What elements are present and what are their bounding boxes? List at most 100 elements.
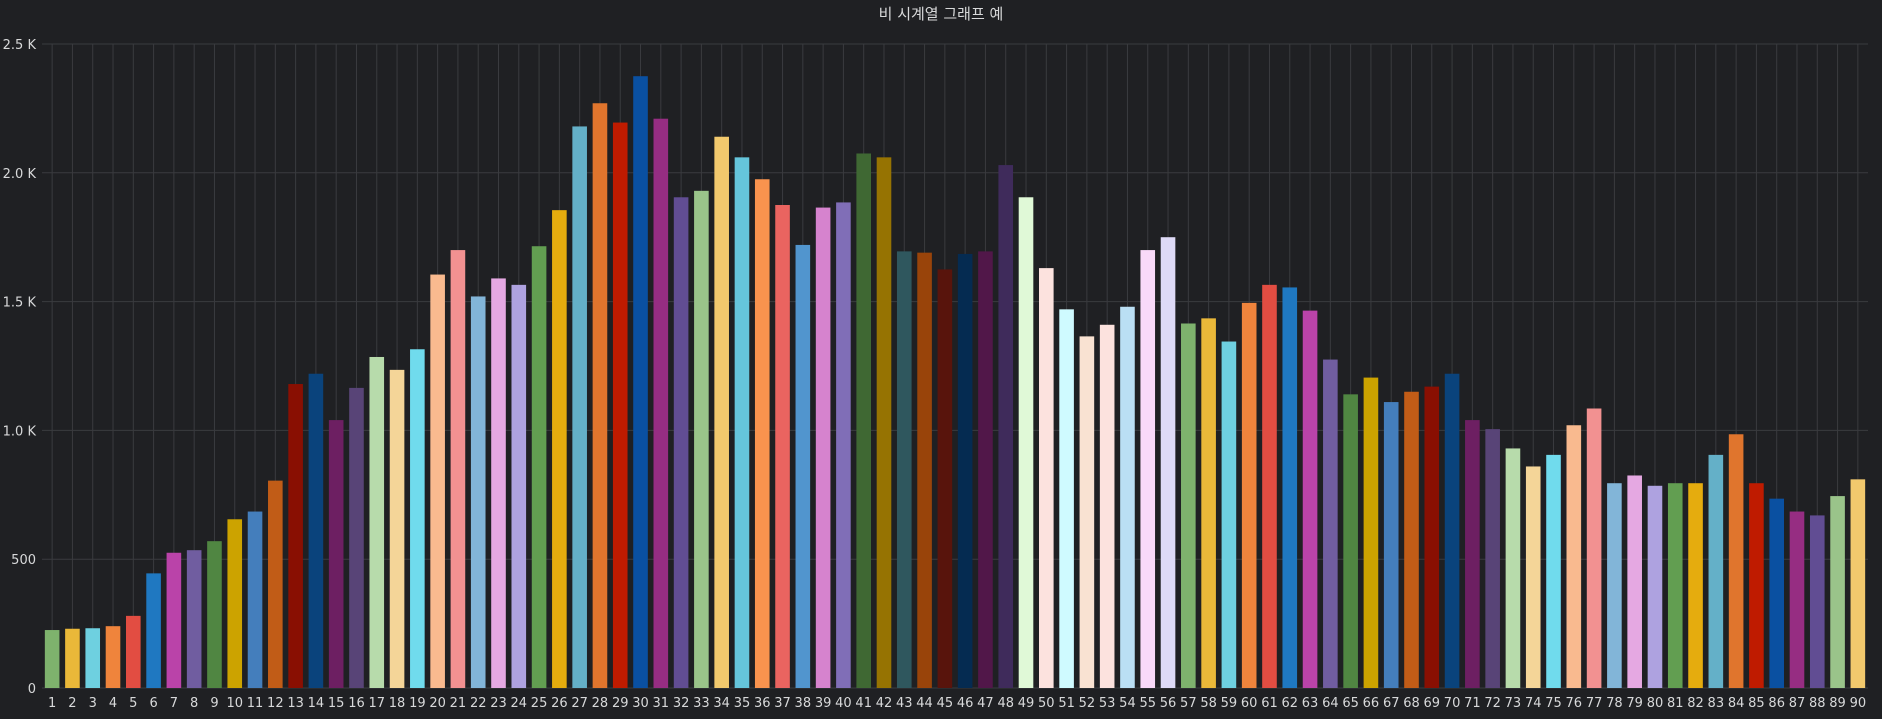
bar-61[interactable] xyxy=(1262,284,1277,688)
x-tick-label: 67 xyxy=(1383,696,1400,711)
bar-31[interactable] xyxy=(653,118,669,689)
bar-10[interactable] xyxy=(227,519,243,688)
bar-25[interactable] xyxy=(531,246,547,688)
bar-89[interactable] xyxy=(1830,496,1845,688)
bar-90[interactable] xyxy=(1850,479,1866,688)
bar-30[interactable] xyxy=(633,76,648,688)
bar-84[interactable] xyxy=(1728,434,1744,688)
x-tick-label: 25 xyxy=(531,696,548,711)
bar-64[interactable] xyxy=(1323,359,1338,688)
bar-74[interactable] xyxy=(1525,466,1541,688)
bar-5[interactable] xyxy=(125,615,141,688)
bar-83[interactable] xyxy=(1708,454,1724,688)
bar-85[interactable] xyxy=(1749,483,1764,688)
bar-18[interactable] xyxy=(389,369,405,688)
bar-73[interactable] xyxy=(1505,448,1521,688)
x-tick-label: 1 xyxy=(48,696,56,711)
bar-48[interactable] xyxy=(998,165,1014,688)
bar-12[interactable] xyxy=(268,480,283,688)
bar-53[interactable] xyxy=(1099,324,1115,688)
bar-11[interactable] xyxy=(247,511,263,688)
bar-50[interactable] xyxy=(1038,268,1054,688)
bar-69[interactable] xyxy=(1424,386,1440,688)
bar-46[interactable] xyxy=(957,253,973,688)
bar-4[interactable] xyxy=(105,626,121,688)
bar-75[interactable] xyxy=(1546,454,1561,688)
bar-9[interactable] xyxy=(207,541,222,688)
bar-8[interactable] xyxy=(186,550,202,688)
bar-22[interactable] xyxy=(470,296,486,688)
bar-45[interactable] xyxy=(937,269,953,688)
bar-28[interactable] xyxy=(592,103,608,689)
bar-68[interactable] xyxy=(1404,391,1419,688)
bar-55[interactable] xyxy=(1140,250,1156,688)
bar-21[interactable] xyxy=(450,250,466,688)
bar-39[interactable] xyxy=(815,207,831,689)
bar-44[interactable] xyxy=(917,252,932,688)
x-tick-label: 86 xyxy=(1768,696,1785,711)
bar-26[interactable] xyxy=(552,210,567,689)
bar-43[interactable] xyxy=(896,251,912,689)
bar-16[interactable] xyxy=(349,387,364,688)
bar-79[interactable] xyxy=(1627,475,1642,688)
x-tick-label: 21 xyxy=(450,696,467,711)
bar-66[interactable] xyxy=(1363,377,1379,688)
bar-77[interactable] xyxy=(1586,408,1602,688)
bar-6[interactable] xyxy=(146,573,161,688)
bar-67[interactable] xyxy=(1383,402,1399,688)
bar-52[interactable] xyxy=(1079,336,1095,688)
bar-86[interactable] xyxy=(1769,498,1785,688)
bar-70[interactable] xyxy=(1444,373,1460,688)
bar-2[interactable] xyxy=(65,628,80,688)
bar-24[interactable] xyxy=(511,284,527,688)
bar-35[interactable] xyxy=(734,157,750,688)
x-tick-label: 88 xyxy=(1809,696,1826,711)
bar-57[interactable] xyxy=(1181,323,1196,688)
bar-63[interactable] xyxy=(1302,310,1318,688)
bar-36[interactable] xyxy=(754,179,770,689)
bar-87[interactable] xyxy=(1789,511,1805,688)
bar-76[interactable] xyxy=(1566,425,1582,688)
bar-3[interactable] xyxy=(85,628,101,688)
bar-29[interactable] xyxy=(612,122,628,689)
bar-62[interactable] xyxy=(1282,287,1298,688)
bar-88[interactable] xyxy=(1809,515,1825,688)
bar-37[interactable] xyxy=(775,205,790,688)
bar-81[interactable] xyxy=(1667,483,1683,688)
bar-15[interactable] xyxy=(328,420,344,688)
bar-38[interactable] xyxy=(795,244,811,689)
bar-60[interactable] xyxy=(1241,302,1257,688)
bar-72[interactable] xyxy=(1485,429,1500,688)
bar-59[interactable] xyxy=(1221,341,1237,688)
bar-1[interactable] xyxy=(44,630,60,688)
bar-42[interactable] xyxy=(876,157,892,688)
bar-14[interactable] xyxy=(308,373,324,688)
bar-20[interactable] xyxy=(430,274,445,688)
x-tick-label: 34 xyxy=(713,696,730,711)
bar-40[interactable] xyxy=(836,202,851,688)
bar-34[interactable] xyxy=(714,136,729,689)
bar-19[interactable] xyxy=(410,349,425,688)
x-tick-label: 48 xyxy=(997,696,1014,711)
bar-71[interactable] xyxy=(1465,420,1480,688)
bar-54[interactable] xyxy=(1120,306,1135,688)
bar-80[interactable] xyxy=(1647,485,1663,688)
bar-23[interactable] xyxy=(491,278,506,688)
bar-49[interactable] xyxy=(1018,197,1034,688)
bar-65[interactable] xyxy=(1343,394,1358,688)
bar-58[interactable] xyxy=(1201,318,1216,688)
bar-56[interactable] xyxy=(1160,237,1176,688)
bar-32[interactable] xyxy=(673,197,689,688)
bar-27[interactable] xyxy=(572,126,587,688)
bar-78[interactable] xyxy=(1607,483,1622,688)
bar-41[interactable] xyxy=(856,153,872,689)
x-tick-label: 16 xyxy=(348,696,365,711)
bar-17[interactable] xyxy=(369,356,385,688)
bar-47[interactable] xyxy=(978,251,993,689)
x-tick-label: 15 xyxy=(328,696,345,711)
bar-82[interactable] xyxy=(1688,483,1703,688)
bar-33[interactable] xyxy=(694,190,709,688)
bar-13[interactable] xyxy=(288,384,303,688)
bar-51[interactable] xyxy=(1059,309,1074,688)
bar-7[interactable] xyxy=(166,552,182,688)
